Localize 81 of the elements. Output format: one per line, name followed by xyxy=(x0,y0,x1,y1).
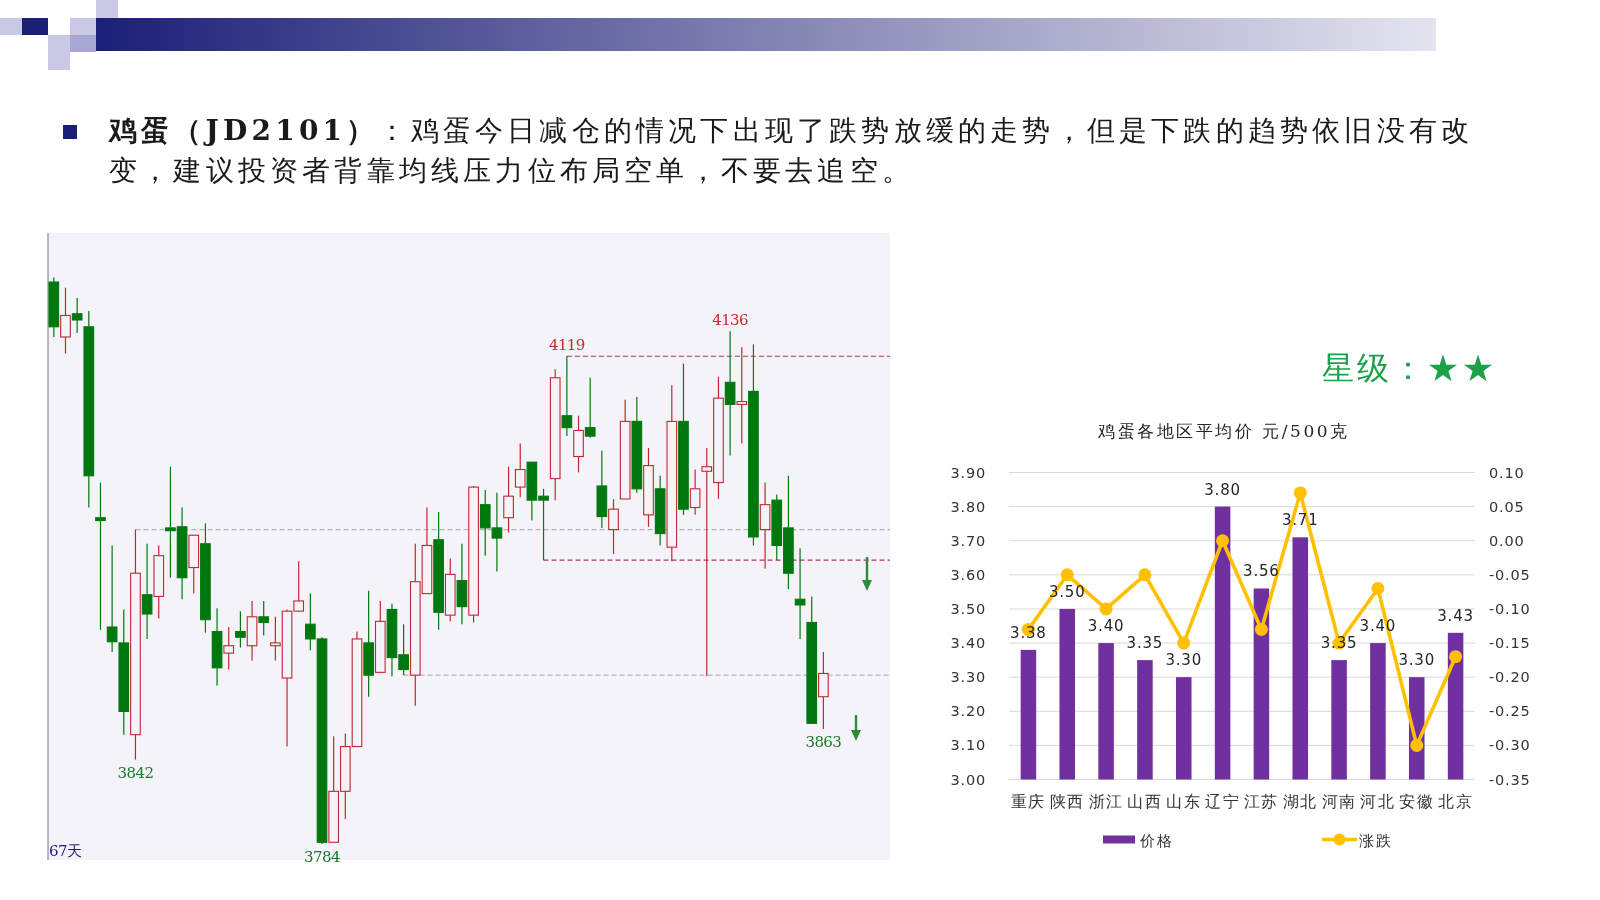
x-tick-label: 山东 xyxy=(1166,791,1202,811)
candlestick xyxy=(806,595,818,724)
point xyxy=(1293,486,1307,500)
y-tick-label: 3.50 xyxy=(950,600,986,617)
x-tick-label: 湖北 xyxy=(1282,791,1318,811)
candlestick xyxy=(759,481,771,570)
y2-tick-label: 0.10 xyxy=(1489,464,1525,481)
data-label: 3.43 xyxy=(1437,606,1474,625)
data-label: 3.40 xyxy=(1087,617,1125,636)
x-tick-label: 山西 xyxy=(1127,791,1163,811)
y-tick-label: 3.60 xyxy=(950,566,986,583)
annotation: 4119 xyxy=(548,336,585,355)
y2-tick-label: -0.25 xyxy=(1489,703,1531,720)
candlestick xyxy=(363,590,374,698)
y2-tick-label: 0.00 xyxy=(1489,532,1525,549)
data-label: 3.80 xyxy=(1204,480,1241,499)
x-tick-label: 陕西 xyxy=(1049,791,1085,811)
point xyxy=(1216,534,1230,548)
candlestick xyxy=(456,543,468,625)
candlestick xyxy=(736,346,748,445)
data-label: 3.38 xyxy=(1010,623,1047,642)
candlestick xyxy=(106,544,118,653)
candlestick xyxy=(596,450,608,529)
candlestick xyxy=(724,330,736,456)
y-tick-label: 3.40 xyxy=(950,635,986,652)
point xyxy=(1177,636,1191,650)
point xyxy=(1138,568,1152,582)
candlestick xyxy=(619,399,631,500)
candlestick xyxy=(818,651,829,730)
point xyxy=(1410,738,1424,752)
data-label: 3.30 xyxy=(1398,651,1436,670)
x-tick-label: 北京 xyxy=(1438,791,1474,811)
legend-label: 涨跌 xyxy=(1359,831,1392,850)
candlestick xyxy=(211,607,223,686)
candlestick xyxy=(561,355,573,437)
y2-tick-label: -0.10 xyxy=(1489,600,1531,617)
y2-tick-label: -0.35 xyxy=(1489,771,1531,788)
x-tick-label: 河南 xyxy=(1321,791,1357,811)
y2-tick-label: -0.20 xyxy=(1489,669,1531,686)
chart-title: 鸡蛋各地区平均价 元/500克 xyxy=(1097,420,1350,441)
x-tick-label: 辽宁 xyxy=(1205,791,1241,811)
data-label: 3.35 xyxy=(1126,634,1164,653)
text: 星级：★★ xyxy=(1322,349,1497,387)
candlestick xyxy=(95,481,106,631)
x-tick-label: 河北 xyxy=(1360,791,1396,811)
text: 鸡蛋（JD2101）：鸡蛋今日减仓的情况下出现了跌势放缓的走势，但是下跌的趋势依旧没有改变，建议投资者背靠均线压力位布局空单，不要去追空。 xyxy=(109,114,1474,187)
candlestick xyxy=(689,468,701,516)
candlestick xyxy=(794,547,806,640)
annotation: 3842 xyxy=(117,763,154,782)
candlestick xyxy=(130,528,141,761)
y-tick-label: 3.80 xyxy=(950,498,986,515)
annotation: 3863 xyxy=(805,733,842,751)
y2-tick-label: -0.30 xyxy=(1489,737,1531,754)
annotation: 4136 xyxy=(712,311,749,330)
y-tick-label: 3.30 xyxy=(950,669,986,686)
x-tick-label: 江苏 xyxy=(1243,791,1279,811)
y2-tick-label: -0.15 xyxy=(1489,635,1531,652)
point xyxy=(1449,650,1463,664)
y-tick-label: 3.70 xyxy=(950,532,986,549)
data-label: 3.30 xyxy=(1165,651,1203,670)
y-tick-label: 3.90 xyxy=(950,464,986,481)
annotation: 3784 xyxy=(304,848,340,866)
y2-tick-label: 0.05 xyxy=(1489,498,1525,515)
candlestick xyxy=(118,608,130,736)
x-tick-label: 安徽 xyxy=(1399,791,1435,811)
annotation: 67天 xyxy=(49,842,82,860)
point xyxy=(1254,622,1268,636)
y-tick-label: 3.10 xyxy=(950,737,986,754)
x-tick-label: 重庆 xyxy=(1010,791,1046,811)
candlestick xyxy=(141,543,153,640)
candlestick xyxy=(188,534,200,595)
y-tick-label: 3.00 xyxy=(950,771,986,788)
y2-tick-label: -0.05 xyxy=(1489,566,1531,583)
point xyxy=(1371,581,1385,595)
legend-label: 价格 xyxy=(1139,831,1173,850)
point xyxy=(1060,568,1074,582)
x-tick-label: 浙江 xyxy=(1088,791,1124,811)
candlestick xyxy=(246,600,258,662)
y-tick-label: 3.20 xyxy=(950,703,986,720)
point xyxy=(1099,602,1113,616)
candlestick xyxy=(374,600,386,673)
